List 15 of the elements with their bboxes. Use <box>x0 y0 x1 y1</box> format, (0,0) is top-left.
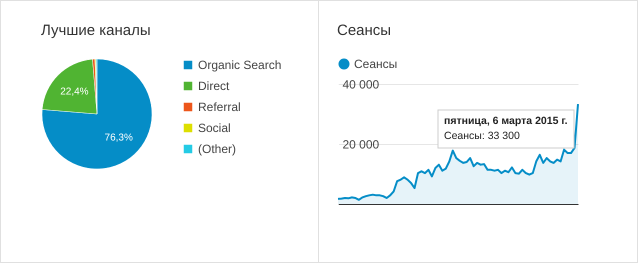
legend-label: Direct <box>198 79 230 93</box>
annotation: пятница, 6 марта 2015 г. <box>444 115 568 127</box>
legend-label: Referral <box>198 100 241 114</box>
data-label: 76,3% <box>104 132 133 144</box>
data-label: 22,4% <box>60 86 89 98</box>
legend-label: Social <box>198 121 231 135</box>
legend-label: Organic Search <box>198 58 282 72</box>
chart-title: Лучшие каналы <box>41 22 151 39</box>
chart-title: Сеансы <box>337 22 392 39</box>
annotation: Сеансы: 33 300 <box>444 130 520 142</box>
pie-slice <box>42 58 152 170</box>
y-tick-label: 40 000 <box>342 78 380 92</box>
y-tick-label: 20 000 <box>342 138 380 152</box>
legend-label: (Other) <box>198 142 236 156</box>
legend-label: Сеансы <box>354 57 398 71</box>
